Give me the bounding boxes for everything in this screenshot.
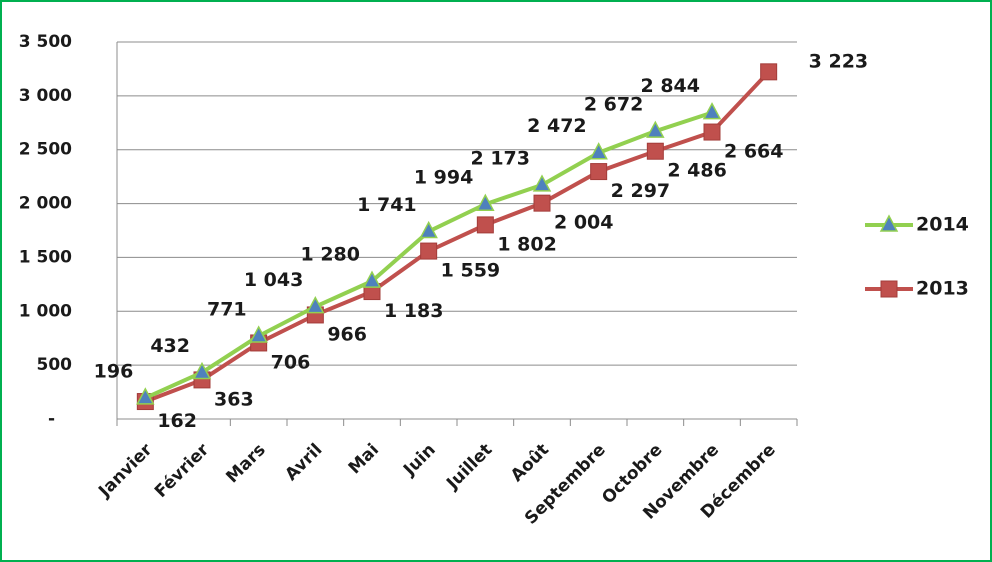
data-point <box>192 361 212 380</box>
data-label: 432 <box>150 335 190 357</box>
data-label: 1 043 <box>244 269 304 291</box>
data-label: 196 <box>94 360 134 382</box>
data-label: 1 559 <box>441 260 501 282</box>
data-label: 363 <box>214 388 254 410</box>
series-line <box>144 70 771 404</box>
y-tick-label: 1 500 <box>19 247 72 267</box>
data-label: 2 173 <box>471 147 531 169</box>
data-point <box>760 63 778 81</box>
data-label: 1 802 <box>497 233 557 255</box>
data-point <box>136 387 155 405</box>
legend-marker <box>880 280 898 298</box>
y-tick-label: 500 <box>37 355 73 375</box>
data-label: 1 183 <box>384 300 444 322</box>
data-point <box>703 123 721 141</box>
data-point <box>702 102 722 120</box>
data-label: 706 <box>271 351 311 373</box>
legend-label: 2014 <box>916 214 969 236</box>
y-tick-label: - <box>48 409 55 429</box>
y-tick-label: 2 500 <box>19 140 72 160</box>
data-point <box>532 174 552 192</box>
legend-label: 2013 <box>916 278 969 300</box>
data-label: 3 223 <box>809 50 869 72</box>
y-tick-label: 2 000 <box>19 194 72 214</box>
data-point <box>420 242 438 260</box>
data-label: 2 486 <box>667 160 727 182</box>
data-label: 1 741 <box>357 194 417 216</box>
data-point <box>646 120 665 138</box>
data-label: 2 672 <box>584 94 644 116</box>
data-label: 2 664 <box>724 141 784 163</box>
y-tick-label: 3 000 <box>19 86 72 106</box>
data-label: 1 994 <box>414 167 474 189</box>
data-point <box>306 296 325 314</box>
data-label: 2 297 <box>611 180 671 202</box>
data-label: 1 280 <box>301 244 361 266</box>
data-point <box>476 193 495 211</box>
data-label: 966 <box>327 323 367 345</box>
data-point <box>646 142 664 160</box>
data-point <box>589 142 608 160</box>
data-point <box>590 163 608 181</box>
data-label: 2 472 <box>527 115 587 137</box>
data-label: 2 004 <box>554 212 614 234</box>
data-point <box>249 325 268 343</box>
data-point <box>476 216 494 234</box>
data-label: 162 <box>157 410 197 432</box>
data-point <box>533 194 551 212</box>
y-tick-label: 1 000 <box>19 301 72 321</box>
data-point <box>362 270 382 288</box>
data-label: 2 844 <box>641 75 701 97</box>
data-point <box>419 220 438 239</box>
data-label: 771 <box>207 298 247 320</box>
y-tick-label: 3 500 <box>19 32 72 52</box>
legend-marker <box>879 214 899 232</box>
